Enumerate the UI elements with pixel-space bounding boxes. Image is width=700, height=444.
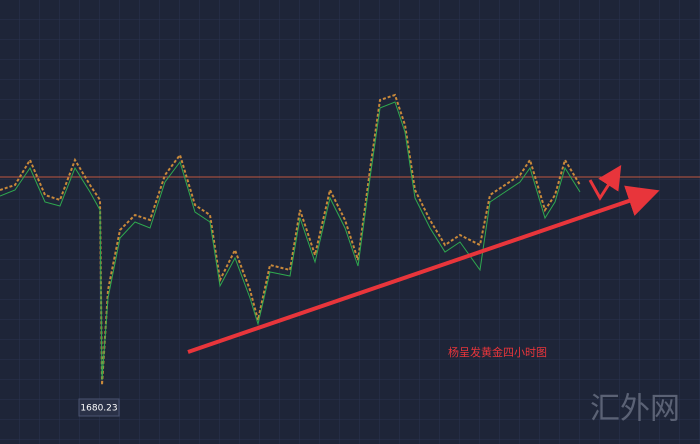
forecast-arrow: [588, 164, 622, 201]
low-label: 1680.23: [80, 404, 117, 414]
caption: 杨呈发黄金四小时图: [448, 345, 547, 359]
low-label-box: [78, 398, 120, 417]
trend-arrow: [187, 185, 660, 354]
price-trace-shadow: [0, 101, 581, 381]
watermark: 汇外网: [590, 392, 680, 427]
